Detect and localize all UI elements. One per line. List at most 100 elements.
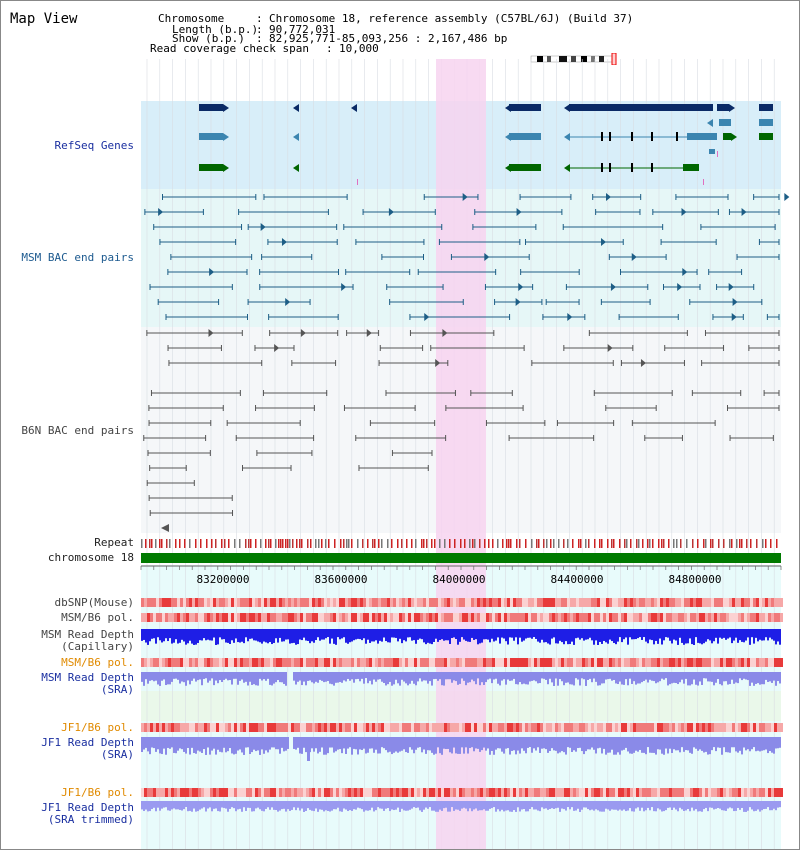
jf1-sra-depth-bar [735, 737, 737, 752]
jf1-trim-depth-bar [647, 801, 649, 808]
msm-b6-pol-sra-heat-cell [405, 658, 408, 667]
msm-capillary-depth-bar [349, 629, 351, 643]
msm-capillary-depth-bar [633, 629, 635, 640]
msm-b6-pol-heat-cell [321, 613, 324, 622]
dbsnp-heat-cell [216, 598, 219, 607]
msm-capillary-depth-bar [345, 629, 347, 643]
repeat-mark [315, 539, 317, 548]
jf1-b6-pol-heat-cell [384, 723, 387, 732]
msm-sra-depth-bar [383, 672, 385, 684]
jf1-trim-depth-bar [435, 801, 437, 812]
jf1-b6-pol-heat-cell [633, 723, 636, 732]
msm-capillary-depth-bar [241, 629, 243, 642]
repeat-mark [484, 539, 486, 548]
jf1-trim-depth-bar [557, 801, 559, 808]
jf1-b6-pol-heat-cell [405, 723, 408, 732]
jf1-sra-depth-bar [267, 737, 269, 753]
jf1-trim-depth-bar [615, 801, 617, 810]
msm-sra-depth-bar [515, 672, 517, 685]
msm-b6-pol-heat-cell [165, 613, 168, 622]
msm-capillary-depth-bar [495, 629, 497, 641]
dbsnp-heat-cell [621, 598, 624, 607]
jf1-trim-depth-bar [213, 801, 215, 809]
jf1-trim-depth-bar [147, 801, 149, 812]
msm-b6-pol-heat-cell [258, 613, 261, 622]
jf1-trim-depth-bar [503, 801, 505, 812]
msm-b6-pol-sra-heat-cell [528, 658, 531, 667]
msm-b6-pol-heat-cell [579, 613, 582, 622]
dbsnp-heat-cell [555, 598, 558, 607]
jf1-b6-pol-heat-cell [333, 723, 336, 732]
jf1-trim-depth-bar [395, 801, 397, 810]
repeat-label: Repeat [94, 536, 134, 549]
jf1-b6-pol-heat-cell [330, 723, 333, 732]
msm-b6-pol-label: MSM/B6 pol. [61, 611, 134, 624]
dbsnp-heat-cell [564, 598, 567, 607]
msm-b6-pol-sra-heat-cell [216, 658, 219, 667]
msm-b6-pol-heat-cell [234, 613, 237, 622]
dbsnp-heat-cell [357, 598, 360, 607]
msm-sra-depth-bar [619, 672, 621, 682]
gene-arrow [729, 104, 735, 112]
msm-capillary-depth-bar [597, 629, 599, 645]
dbsnp-heat-cell [288, 598, 291, 607]
jf1-trim-depth-bar [161, 801, 163, 809]
msm-capillary-depth-bar [639, 629, 641, 638]
jf1-b6-pol-trim-heat-cell [636, 788, 639, 797]
jf1-sra-depth-bar [543, 737, 545, 749]
msm-sra-depth-bar [449, 672, 451, 680]
msm-b6-pol-heat-cell [387, 613, 390, 622]
jf1-trim-depth-bar [191, 801, 193, 812]
dbsnp-heat-cell [342, 598, 345, 607]
jf1-trim-depth-bar [741, 801, 743, 808]
dbsnp-heat-cell [660, 598, 663, 607]
msm-b6-pol-heat-cell [327, 613, 330, 622]
jf1-b6-pol-heat-cell [237, 723, 240, 732]
jf1-b6-pol-trim-heat-cell [492, 788, 495, 797]
jf1-trim-depth-bar [563, 801, 565, 810]
dbsnp-heat-cell [699, 598, 702, 607]
msm-b6-pol-sra-heat-cell [615, 658, 618, 667]
repeat-mark [372, 539, 374, 548]
msm-b6-pol-sra-heat-cell [537, 658, 540, 667]
dbsnp-heat-cell [246, 598, 249, 607]
jf1-trim-depth-bar [179, 801, 181, 810]
msm-b6-pol-heat-cell [207, 613, 210, 622]
msm-b6-pol-sra-heat-cell [633, 658, 636, 667]
dbsnp-heat-cell [354, 598, 357, 607]
jf1-b6-pol-trim-heat-cell [423, 788, 426, 797]
jf1-sra-depth-bar [349, 737, 351, 748]
jf1-b6-pol-trim-heat-cell [270, 788, 273, 797]
chromosome-ideogram[interactable] [529, 53, 624, 65]
dbsnp-heat-cell [252, 598, 255, 607]
jf1-sra-depth-bar [513, 737, 515, 751]
dbsnp-heat-cell [189, 598, 192, 607]
dbsnp-heat-cell [447, 598, 450, 607]
msm-b6-pol-heat-cell [477, 613, 480, 622]
msm-capillary-depth-bar [709, 629, 711, 641]
jf1-trim-depth-bar [661, 801, 663, 812]
jf1-trim-depth-bar [433, 801, 435, 811]
jf1-sra-depth-bar [201, 737, 203, 753]
jf1-sra-depth-bar [757, 737, 759, 751]
jf1-b6-pol-heat-cell [762, 723, 765, 732]
jf1-b6-pol-heat-cell [261, 723, 264, 732]
msm-b6-pol-sra-heat-cell [360, 658, 363, 667]
jf1-trim-depth-bar [243, 801, 245, 808]
gene-arrow [293, 133, 299, 141]
jf1-trim-depth-bar [769, 801, 771, 811]
msm-capillary-depth-bar [685, 629, 687, 644]
msm-sra-depth-bar [403, 672, 405, 682]
msm-sra-depth-bar [617, 672, 619, 685]
jf1-trim-depth-bar [693, 801, 695, 811]
jf1-b6-pol-trim-heat-cell [483, 788, 486, 797]
msm-capillary-depth-bar [635, 629, 637, 640]
jf1-b6-pol-trim-heat-cell [318, 788, 321, 797]
jf1-trim-depth-bar [215, 801, 217, 809]
msm-sra-depth-bar [741, 672, 743, 681]
jf1-b6-pol-heat-cell [561, 723, 564, 732]
jf1-trim-depth-bar [735, 801, 737, 811]
jf1-sra-depth-bar [249, 737, 251, 755]
jf1-sra-depth-bar [609, 737, 611, 753]
